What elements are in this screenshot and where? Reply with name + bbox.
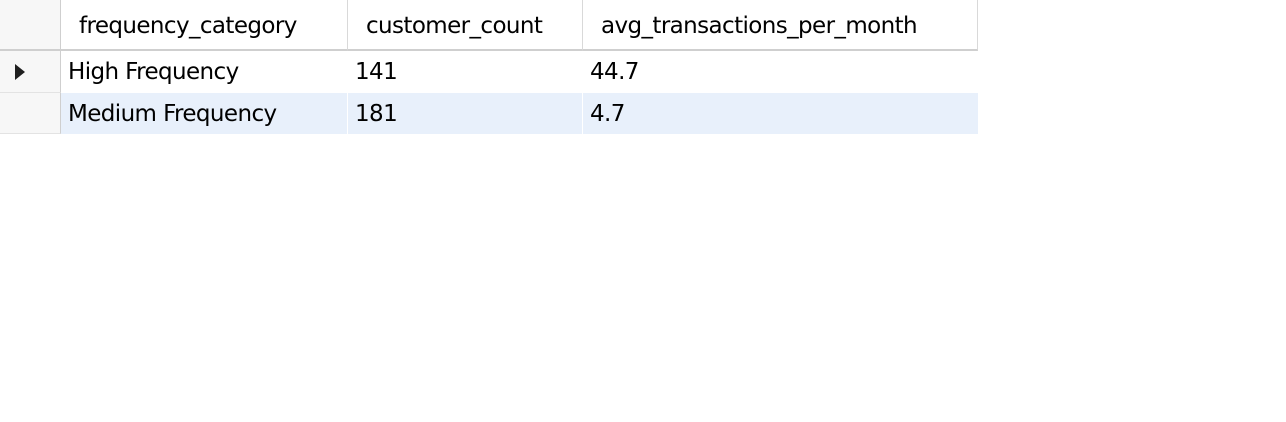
column-header-customer-count[interactable]: customer_count bbox=[348, 0, 583, 51]
row-header-corner[interactable] bbox=[0, 0, 61, 51]
row-selector[interactable] bbox=[0, 93, 61, 134]
column-header-avg-transactions-per-month[interactable]: avg_transactions_per_month bbox=[583, 0, 978, 51]
result-grid: frequency_category customer_count avg_tr… bbox=[0, 0, 978, 134]
table-row[interactable]: Medium Frequency 181 4.7 bbox=[0, 93, 978, 134]
row-selector[interactable] bbox=[0, 51, 61, 93]
current-row-arrow-icon bbox=[15, 63, 25, 80]
column-header-frequency-category[interactable]: frequency_category bbox=[61, 0, 348, 51]
column-header-row: frequency_category customer_count avg_tr… bbox=[0, 0, 978, 51]
cell-frequency-category[interactable]: High Frequency bbox=[61, 51, 348, 93]
cell-customer-count[interactable]: 141 bbox=[348, 51, 583, 93]
cell-customer-count[interactable]: 181 bbox=[348, 93, 583, 134]
table-row[interactable]: High Frequency 141 44.7 bbox=[0, 51, 978, 93]
cell-avg-transactions-per-month[interactable]: 44.7 bbox=[583, 51, 978, 93]
cell-avg-transactions-per-month[interactable]: 4.7 bbox=[583, 93, 978, 134]
cell-frequency-category[interactable]: Medium Frequency bbox=[61, 93, 348, 134]
